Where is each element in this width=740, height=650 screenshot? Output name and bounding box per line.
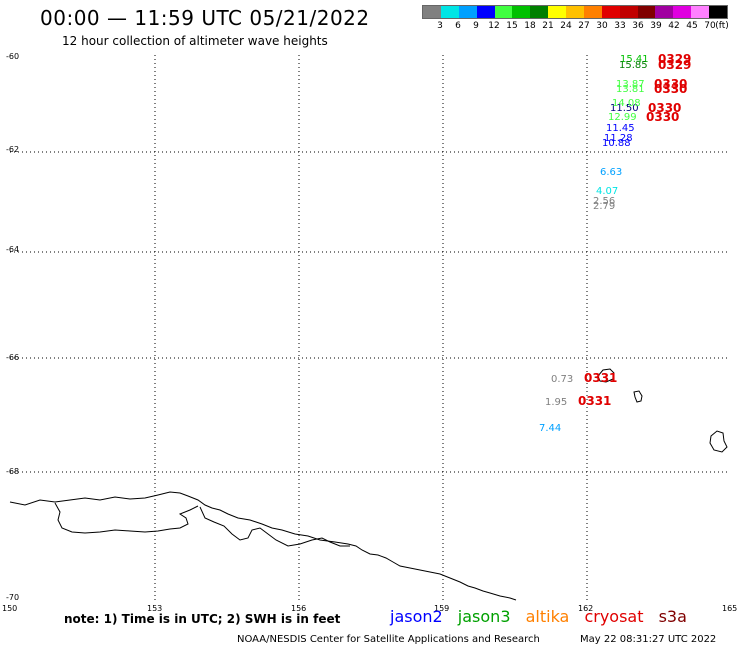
- legend-tick-label: 18: [524, 21, 536, 31]
- pass-time-tag: 0330: [646, 110, 679, 124]
- legend-tick-label: 30: [596, 21, 608, 31]
- legend-swatch: [709, 6, 727, 18]
- swh-observation: 7.44: [539, 423, 561, 434]
- pass-time-tag: 0330: [654, 77, 687, 91]
- satellite-key: jason2 jason3 altika cryosat s3a: [390, 607, 697, 626]
- swh-observation: 12.99: [608, 112, 637, 123]
- island-3: [709, 430, 728, 453]
- legend-tick-label: 24: [560, 21, 572, 31]
- pass-time-tag: 0330: [648, 101, 681, 115]
- coastline-peninsula: [199, 506, 350, 547]
- lon-label: 156: [291, 604, 306, 613]
- legend-swatch: [512, 6, 531, 18]
- legend-swatch: [619, 6, 638, 18]
- legend-swatch: [548, 6, 566, 18]
- lat-label: -60: [6, 52, 19, 61]
- lon-label: 159: [434, 604, 449, 613]
- satellite-jason2: jason2: [390, 607, 443, 626]
- swh-observation: 15.41: [620, 54, 649, 65]
- lat-label: -62: [6, 145, 19, 154]
- pass-time-tag: 0331: [584, 371, 617, 385]
- lat-label: -68: [6, 467, 19, 476]
- legend-swatch: [691, 6, 709, 18]
- swh-observation: 1.95: [545, 397, 567, 408]
- satellite-cryosat: cryosat: [584, 607, 644, 626]
- legend-tick-label: 33: [614, 21, 626, 31]
- swh-observation: 0.73: [551, 374, 573, 385]
- legend-swatch: [530, 6, 549, 18]
- swh-observation: 6.63: [600, 167, 622, 178]
- generation-timestamp: May 22 08:31:27 UTC 2022: [580, 634, 717, 645]
- legend-swatch: [583, 6, 602, 18]
- legend-swatch: [566, 6, 584, 18]
- legend-tick-label: 12: [488, 21, 500, 31]
- lat-label: -66: [6, 353, 19, 362]
- pass-time-tag: 0329: [658, 58, 691, 72]
- legend-tick-label: 42: [668, 21, 680, 31]
- legend-swatch: [655, 6, 674, 18]
- lon-label: 165: [722, 604, 737, 613]
- lat-label: -70: [6, 593, 19, 602]
- island-2: [633, 390, 643, 403]
- swh-observation: 10.88: [602, 138, 631, 149]
- satellite-jason3: jason3: [457, 607, 511, 626]
- legend-tick-label: 70: [704, 21, 716, 31]
- legend-tick-label: 27: [578, 21, 590, 31]
- coastline: [9, 368, 728, 601]
- legend-tick-label: 3: [437, 21, 443, 31]
- legend-tick-label: 9: [473, 21, 479, 31]
- legend-swatch: [458, 6, 477, 18]
- legend-swatch: [440, 6, 459, 18]
- swh-observation: 13.87: [616, 79, 645, 90]
- legend-swatch: [494, 6, 513, 18]
- swh-observation: 13.81: [616, 84, 645, 95]
- lon-label: 162: [578, 604, 593, 613]
- lon-label: 150: [2, 604, 17, 613]
- swh-observation: 14.08: [612, 98, 641, 109]
- legend-tick-label: 39: [650, 21, 662, 31]
- legend-swatch: [601, 6, 620, 18]
- map-subtitle: 12 hour collection of altimeter wave hei…: [62, 34, 328, 48]
- pass-time-tag: 0329: [658, 52, 691, 66]
- legend-swatch: [673, 6, 692, 18]
- footer-note: note: 1) Time is in UTC; 2) SWH is in fe…: [64, 612, 341, 626]
- pass-time-tag: 0331: [578, 394, 611, 408]
- swh-observation: 4.07: [596, 186, 618, 197]
- island-1: [597, 368, 615, 383]
- swh-observation: 2.79: [593, 201, 615, 212]
- legend-swatch: [476, 6, 495, 18]
- legend-tick-label: 21: [542, 21, 554, 31]
- observations: 15.41 15.85 13.87 13.81 11.50 14.08 12.9…: [539, 52, 691, 434]
- credit-line: NOAA/NESDIS Center for Satellite Applica…: [237, 634, 540, 645]
- swh-observation: 2.56: [593, 196, 615, 207]
- satellite-s3a: s3a: [658, 607, 687, 626]
- graticule: [10, 55, 730, 600]
- map-title: 00:00 — 11:59 UTC 05/21/2022: [40, 6, 370, 30]
- antarctic-coastline: [9, 491, 517, 601]
- legend-ticks: 3 6 9 12 15 18 21 24 27 30 33 36 39 42 45 70 (ft): [422, 19, 729, 33]
- color-legend: 3 6 9 12 15 18 21 24 27 30 33 36 39 42 45 70 (ft): [422, 5, 729, 35]
- coastline-inlet: [54, 502, 199, 534]
- pass-time-tag: 0330: [654, 82, 687, 96]
- legend-swatches: [422, 5, 728, 19]
- legend-tick-label: (ft): [715, 21, 729, 31]
- legend-tick-label: 6: [455, 21, 461, 31]
- satellite-altika: altika: [525, 607, 570, 626]
- swh-observation: 11.45: [606, 123, 635, 134]
- legend-swatch: [423, 6, 441, 18]
- lon-label: 153: [147, 604, 162, 613]
- swh-observation: 11.28: [604, 133, 633, 144]
- legend-tick-label: 45: [686, 21, 698, 31]
- lat-label: -64: [6, 245, 19, 254]
- legend-tick-label: 15: [506, 21, 518, 31]
- legend-swatch: [637, 6, 656, 18]
- lon-labels: 150 153 156 159 162 165: [2, 604, 737, 613]
- legend-tick-label: 36: [632, 21, 644, 31]
- swh-observation: 11.50: [610, 103, 639, 114]
- lat-labels: -60 -62 -64 -66 -68 -70: [6, 52, 19, 602]
- swh-observation: 15.85: [619, 60, 648, 71]
